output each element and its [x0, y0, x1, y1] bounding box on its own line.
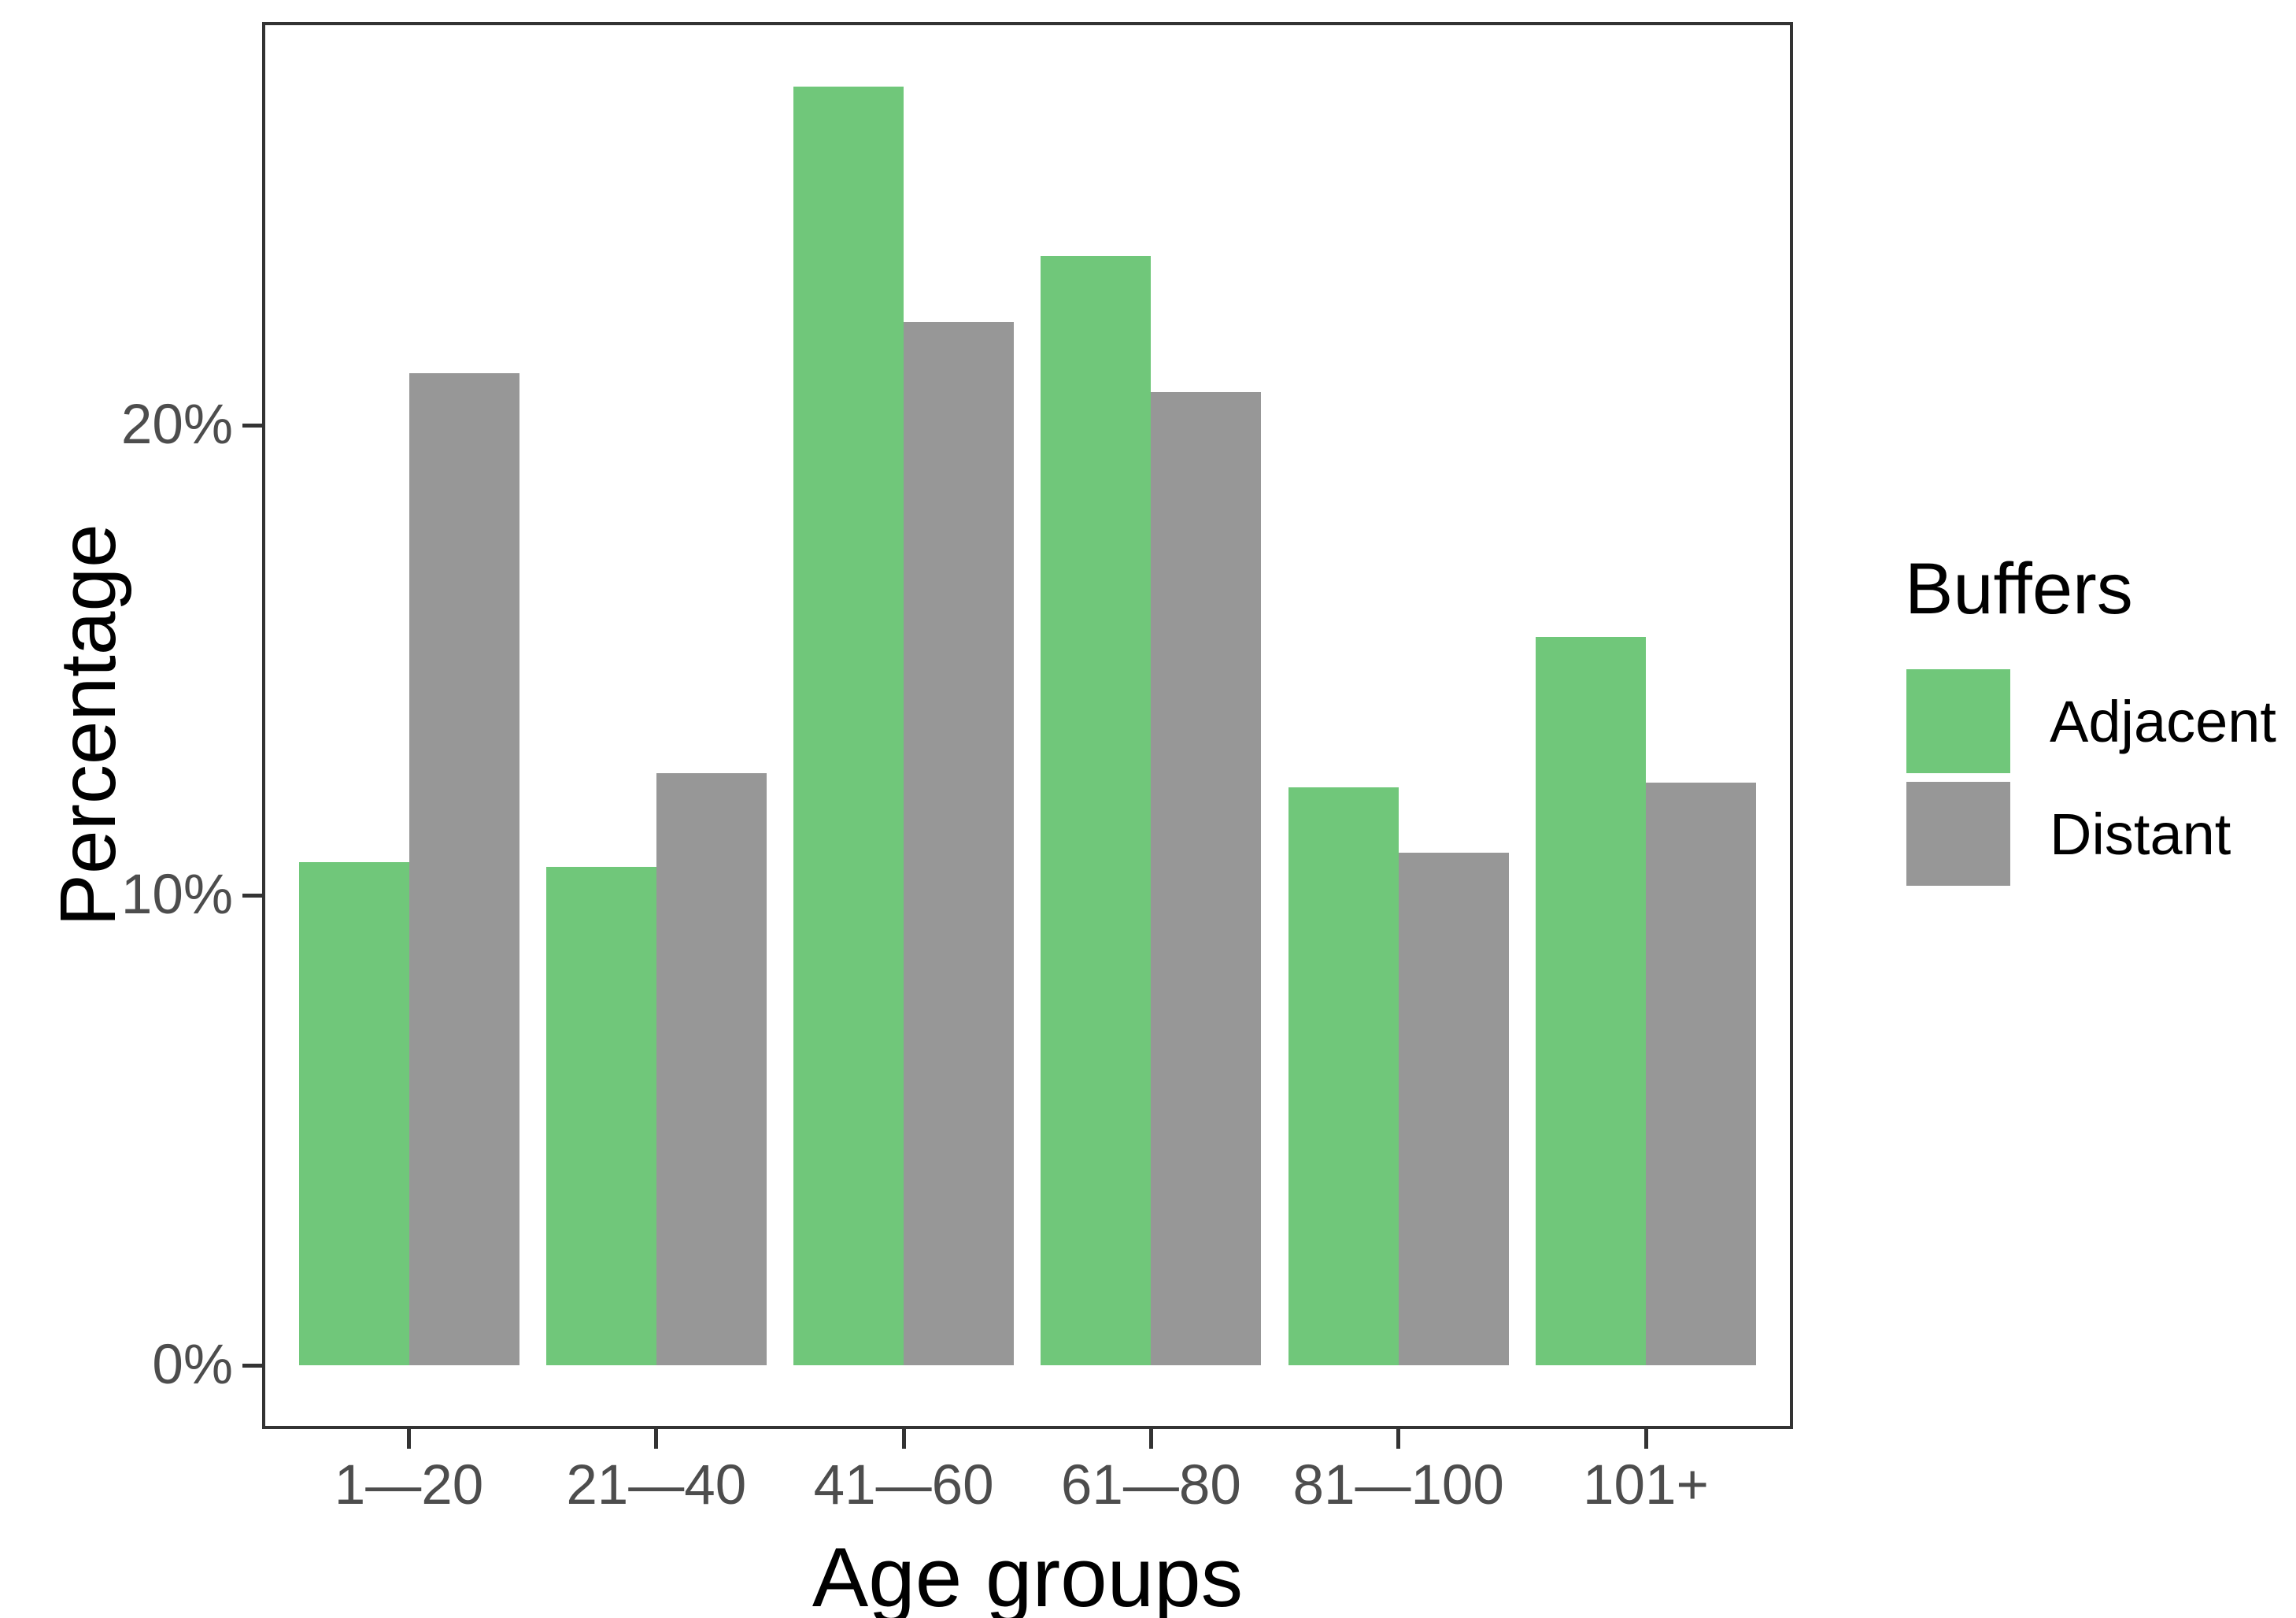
bar-adjacent-4 [1288, 787, 1399, 1365]
y-tick-label-10: 10% [120, 864, 233, 926]
bar-distant-0 [409, 373, 519, 1365]
y-tick-label-0: 0% [152, 1334, 233, 1396]
x-axis-tick-2 [901, 1429, 906, 1449]
y-axis-tick-0 [242, 1363, 262, 1368]
legend-key-adjacent [1906, 669, 2010, 773]
bar-distant-1 [656, 772, 767, 1365]
x-axis-tick-3 [1148, 1429, 1153, 1449]
bar-adjacent-2 [793, 87, 904, 1365]
x-tick-label-4: 81—100 [1292, 1454, 1504, 1516]
bar-adjacent-0 [298, 862, 409, 1365]
y-axis-tick-20 [242, 423, 262, 428]
legend-key-distant [1906, 782, 2010, 886]
bar-adjacent-5 [1536, 636, 1646, 1365]
x-axis-tick-5 [1643, 1429, 1648, 1449]
y-tick-label-20: 20% [120, 394, 233, 456]
bar-adjacent-1 [545, 867, 656, 1365]
x-axis-tick-0 [407, 1429, 411, 1449]
y-axis-tick-10 [242, 893, 262, 898]
bar-adjacent-3 [1041, 256, 1152, 1365]
bar-distant-3 [1151, 392, 1262, 1365]
x-tick-label-1: 21—40 [566, 1454, 747, 1516]
x-tick-label-0: 1—20 [334, 1454, 484, 1516]
legend-title: Buffers [1905, 549, 2133, 629]
bar-distant-2 [904, 321, 1015, 1365]
x-axis-tick-4 [1396, 1429, 1401, 1449]
x-tick-label-2: 41—60 [813, 1454, 994, 1516]
legend-label-adjacent: Adjacent [2050, 688, 2276, 754]
x-axis-title: Age groups [812, 1530, 1244, 1618]
bar-distant-5 [1646, 782, 1756, 1365]
bar-distant-4 [1398, 853, 1509, 1365]
x-tick-label-5: 101+ [1583, 1454, 1709, 1516]
legend-label-distant: Distant [2050, 801, 2231, 867]
x-tick-label-3: 61—80 [1060, 1454, 1241, 1516]
x-axis-tick-1 [654, 1429, 659, 1449]
